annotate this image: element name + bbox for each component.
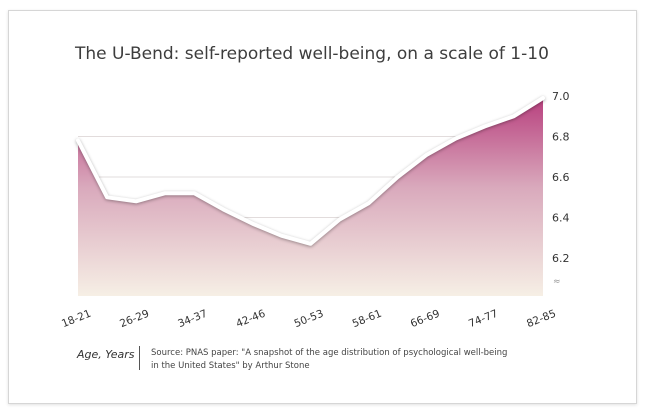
x-tick-label: 74-77 [467,308,500,331]
y-axis-break-icon: ≈ [553,277,561,287]
x-tick-label: 58-61 [351,308,384,331]
y-axis-ticks: 6.2 6.4 6.6 6.8 7.0 ≈ [552,90,570,287]
y-tick-label: 6.8 [552,131,570,144]
x-axis-label: Age, Years [77,348,135,361]
x-tick-label: 26-29 [118,308,151,331]
source-note: Source: PNAS paper: "A snapshot of the a… [151,347,551,373]
footer-divider [139,346,140,370]
y-tick-label: 6.6 [552,171,570,184]
x-axis-ticks: 18-21 26-29 34-37 42-46 50-53 58-61 66-69 74-77… [60,308,558,331]
x-tick-label: 82-85 [525,308,558,331]
source-line-1: Source: PNAS paper: "A snapshot of the a… [151,348,508,358]
well-being-line [76,96,545,246]
x-tick-label: 18-21 [60,308,93,331]
well-being-area [78,98,543,296]
x-tick-label: 34-37 [176,308,209,331]
x-tick-label: 42-46 [234,308,267,331]
y-tick-label: 6.2 [552,252,570,265]
y-tick-label: 6.4 [552,212,570,225]
source-line-2: in the United States" by Arthur Stone [151,361,310,371]
x-tick-label: 66-69 [409,308,442,331]
x-tick-label: 50-53 [292,308,325,331]
y-tick-label: 7.0 [552,90,570,103]
chart-title: The U-Bend: self-reported well-being, on… [75,44,549,64]
